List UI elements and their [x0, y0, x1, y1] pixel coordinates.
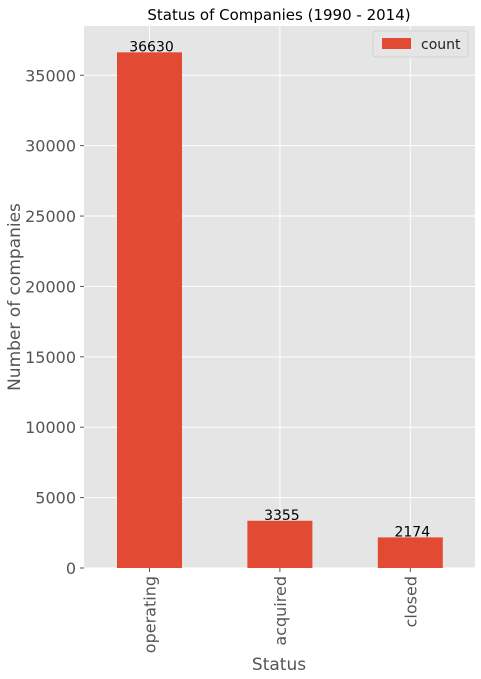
data-label-closed: 2174 [394, 524, 430, 540]
data-labels: 36630 3355 2174 [129, 39, 430, 540]
x-axis-title: Status [252, 655, 306, 675]
y-tick-label: 15000 [25, 348, 76, 367]
bar-closed [377, 537, 443, 568]
y-tick-label: 25000 [25, 207, 76, 226]
x-axis-ticks: operating acquired closed [141, 568, 420, 653]
bar-operating [117, 52, 182, 569]
y-tick-label: 20000 [25, 277, 76, 296]
x-tick-label: acquired [271, 576, 290, 646]
data-label-acquired: 3355 [264, 508, 300, 524]
y-axis-title: Number of companies [5, 203, 25, 391]
x-tick-label: closed [401, 576, 420, 627]
chart-title: Status of Companies (1990 - 2014) [147, 6, 410, 24]
bar-acquired [247, 520, 313, 568]
legend-box [372, 30, 469, 58]
y-tick-label: 0 [66, 559, 76, 578]
y-tick-label: 5000 [35, 489, 76, 508]
y-tick-label: 10000 [25, 418, 76, 437]
legend-swatch [382, 38, 411, 49]
y-tick-label: 30000 [25, 137, 76, 156]
legend-label: count [421, 37, 461, 53]
legend: count [372, 30, 469, 58]
data-label-operating: 36630 [129, 39, 174, 55]
bars [117, 52, 443, 569]
y-axis-ticks: 0 5000 10000 15000 20000 25000 30000 35000 [25, 66, 84, 578]
x-tick-label: operating [141, 576, 160, 653]
y-tick-label: 35000 [25, 66, 76, 85]
